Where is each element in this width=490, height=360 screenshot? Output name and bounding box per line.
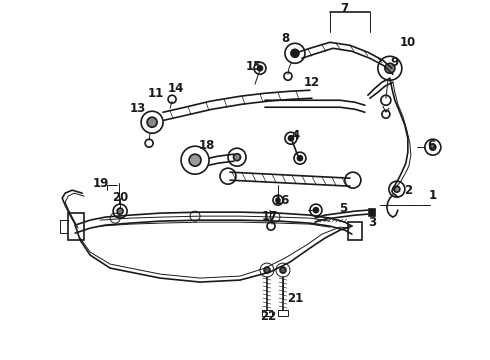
Circle shape <box>289 136 294 141</box>
Circle shape <box>280 267 286 273</box>
Text: 6: 6 <box>428 139 436 152</box>
Text: 10: 10 <box>400 36 416 49</box>
Text: 18: 18 <box>199 139 215 152</box>
Text: 9: 9 <box>391 56 399 69</box>
Text: 4: 4 <box>292 129 300 142</box>
Circle shape <box>297 156 302 161</box>
Text: 7: 7 <box>340 2 348 15</box>
Circle shape <box>257 66 263 71</box>
Text: 11: 11 <box>148 87 164 100</box>
Circle shape <box>189 154 201 166</box>
Text: 13: 13 <box>130 102 146 115</box>
Text: 8: 8 <box>281 32 289 45</box>
Text: 21: 21 <box>287 292 303 305</box>
Text: 2: 2 <box>404 184 412 197</box>
Circle shape <box>430 144 436 150</box>
Text: 15: 15 <box>246 60 262 73</box>
Text: 14: 14 <box>168 82 184 95</box>
Text: 5: 5 <box>339 202 347 215</box>
Text: 1: 1 <box>429 189 437 202</box>
Circle shape <box>314 208 318 213</box>
Text: 12: 12 <box>304 76 320 89</box>
Polygon shape <box>368 208 375 216</box>
Text: 20: 20 <box>112 191 128 204</box>
Circle shape <box>264 267 270 273</box>
Circle shape <box>117 208 123 214</box>
Text: 16: 16 <box>274 194 290 207</box>
Circle shape <box>394 186 400 192</box>
Text: 19: 19 <box>93 177 109 190</box>
Circle shape <box>234 154 241 161</box>
Circle shape <box>385 63 395 73</box>
Circle shape <box>291 49 299 57</box>
Circle shape <box>147 117 157 127</box>
Circle shape <box>276 198 280 202</box>
Text: 3: 3 <box>368 216 376 229</box>
Text: 17: 17 <box>262 210 278 222</box>
Text: 22: 22 <box>260 310 276 323</box>
